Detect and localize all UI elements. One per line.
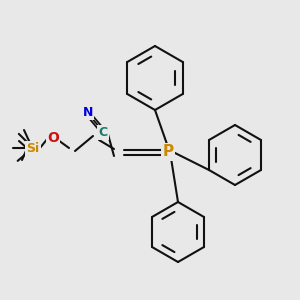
Text: P: P [162,145,174,160]
Text: N: N [83,106,93,118]
Text: O: O [47,131,59,145]
Text: C: C [98,125,108,139]
Text: Si: Si [26,142,40,154]
